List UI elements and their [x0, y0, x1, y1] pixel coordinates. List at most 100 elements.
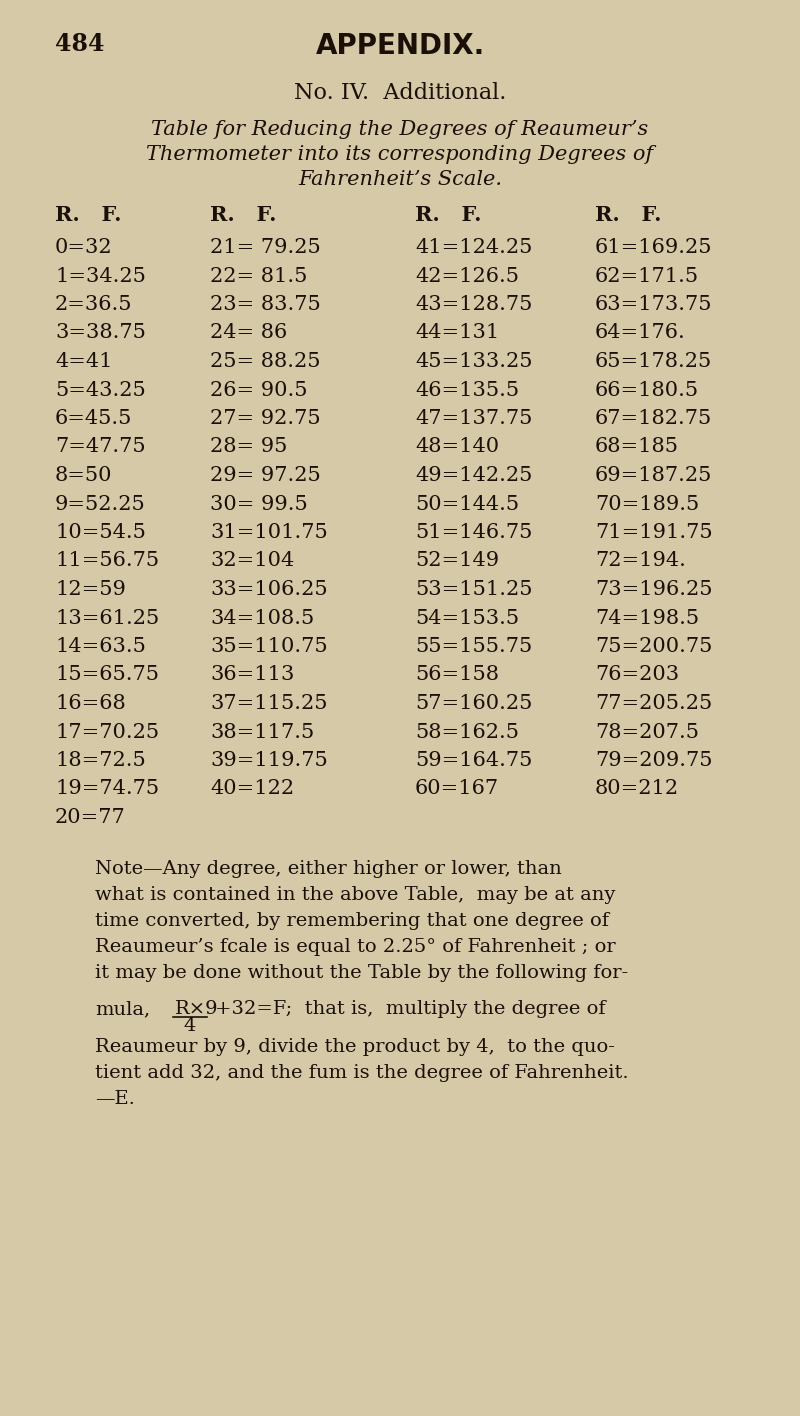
Text: 73=196.25: 73=196.25 [595, 581, 713, 599]
Text: 13=61.25: 13=61.25 [55, 609, 159, 627]
Text: 14=63.5: 14=63.5 [55, 637, 146, 656]
Text: 28= 95: 28= 95 [210, 438, 287, 456]
Text: 15=65.75: 15=65.75 [55, 666, 159, 684]
Text: 54=153.5: 54=153.5 [415, 609, 519, 627]
Text: 0=32: 0=32 [55, 238, 113, 256]
Text: 50=144.5: 50=144.5 [415, 494, 519, 514]
Text: 10=54.5: 10=54.5 [55, 523, 146, 542]
Text: R.   F.: R. F. [595, 205, 662, 225]
Text: Table for Reducing the Degrees of Reaumeur’s: Table for Reducing the Degrees of Reaume… [151, 120, 649, 139]
Text: No. IV.  Additional.: No. IV. Additional. [294, 82, 506, 103]
Text: 4=41: 4=41 [55, 353, 113, 371]
Text: 48=140: 48=140 [415, 438, 499, 456]
Text: 78=207.5: 78=207.5 [595, 722, 699, 742]
Text: 53=151.25: 53=151.25 [415, 581, 533, 599]
Text: 23= 83.75: 23= 83.75 [210, 295, 321, 314]
Text: R.   F.: R. F. [415, 205, 482, 225]
Text: 67=182.75: 67=182.75 [595, 409, 712, 428]
Text: 75=200.75: 75=200.75 [595, 637, 712, 656]
Text: 57=160.25: 57=160.25 [415, 694, 532, 714]
Text: 31=101.75: 31=101.75 [210, 523, 328, 542]
Text: R.   F.: R. F. [210, 205, 277, 225]
Text: 12=59: 12=59 [55, 581, 126, 599]
Text: +32=F;  that is,  multiply the degree of: +32=F; that is, multiply the degree of [215, 1000, 606, 1018]
Text: 20=77: 20=77 [55, 809, 126, 827]
Text: 35=110.75: 35=110.75 [210, 637, 328, 656]
Text: 9=52.25: 9=52.25 [55, 494, 146, 514]
Text: 58=162.5: 58=162.5 [415, 722, 519, 742]
Text: tient add 32, and the fum is the degree of Fahrenheit.: tient add 32, and the fum is the degree … [95, 1063, 629, 1082]
Text: 30= 99.5: 30= 99.5 [210, 494, 308, 514]
Text: it may be done without the Table by the following for-: it may be done without the Table by the … [95, 964, 628, 983]
Text: 43=128.75: 43=128.75 [415, 295, 532, 314]
Text: 55=155.75: 55=155.75 [415, 637, 532, 656]
Text: 64=176.: 64=176. [595, 323, 686, 343]
Text: Fahrenheit’s Scale.: Fahrenheit’s Scale. [298, 170, 502, 188]
Text: 16=68: 16=68 [55, 694, 126, 714]
Text: 8=50: 8=50 [55, 466, 113, 486]
Text: mula,: mula, [95, 1000, 150, 1018]
Text: 42=126.5: 42=126.5 [415, 266, 519, 286]
Text: 74=198.5: 74=198.5 [595, 609, 699, 627]
Text: 25= 88.25: 25= 88.25 [210, 353, 321, 371]
Text: 37=115.25: 37=115.25 [210, 694, 327, 714]
Text: 36=113: 36=113 [210, 666, 294, 684]
Text: 33=106.25: 33=106.25 [210, 581, 328, 599]
Text: 79=209.75: 79=209.75 [595, 750, 713, 770]
Text: 68=185: 68=185 [595, 438, 679, 456]
Text: 41=124.25: 41=124.25 [415, 238, 532, 256]
Text: 63=173.75: 63=173.75 [595, 295, 713, 314]
Text: 11=56.75: 11=56.75 [55, 551, 159, 571]
Text: 2=36.5: 2=36.5 [55, 295, 133, 314]
Text: 72=194.: 72=194. [595, 551, 686, 571]
Text: Reaumeur by 9, divide the product by 4,  to the quo-: Reaumeur by 9, divide the product by 4, … [95, 1038, 615, 1056]
Text: 49=142.25: 49=142.25 [415, 466, 532, 486]
Text: 484: 484 [55, 33, 105, 57]
Text: 18=72.5: 18=72.5 [55, 750, 146, 770]
Text: 62=171.5: 62=171.5 [595, 266, 699, 286]
Text: —E.: —E. [95, 1090, 135, 1107]
Text: 32=104: 32=104 [210, 551, 294, 571]
Text: 19=74.75: 19=74.75 [55, 779, 159, 799]
Text: 66=180.5: 66=180.5 [595, 381, 699, 399]
Text: 24= 86: 24= 86 [210, 323, 287, 343]
Text: 29= 97.25: 29= 97.25 [210, 466, 321, 486]
Text: time converted, by remembering that one degree of: time converted, by remembering that one … [95, 912, 609, 930]
Text: APPENDIX.: APPENDIX. [315, 33, 485, 59]
Text: 69=187.25: 69=187.25 [595, 466, 712, 486]
Text: R.   F.: R. F. [55, 205, 122, 225]
Text: 4: 4 [183, 1017, 195, 1035]
Text: 76=203: 76=203 [595, 666, 679, 684]
Text: 38=117.5: 38=117.5 [210, 722, 314, 742]
Text: 52=149: 52=149 [415, 551, 499, 571]
Text: 61=169.25: 61=169.25 [595, 238, 713, 256]
Text: 26= 90.5: 26= 90.5 [210, 381, 307, 399]
Text: 17=70.25: 17=70.25 [55, 722, 159, 742]
Text: 5=43.25: 5=43.25 [55, 381, 146, 399]
Text: 77=205.25: 77=205.25 [595, 694, 712, 714]
Text: 71=191.75: 71=191.75 [595, 523, 713, 542]
Text: 39=119.75: 39=119.75 [210, 750, 328, 770]
Text: 47=137.75: 47=137.75 [415, 409, 532, 428]
Text: 1=34.25: 1=34.25 [55, 266, 146, 286]
Text: 27= 92.75: 27= 92.75 [210, 409, 321, 428]
Text: 46=135.5: 46=135.5 [415, 381, 519, 399]
Text: 70=189.5: 70=189.5 [595, 494, 699, 514]
Text: R×9: R×9 [175, 1000, 218, 1018]
Text: 60=167: 60=167 [415, 779, 499, 799]
Text: Thermometer into its corresponding Degrees of: Thermometer into its corresponding Degre… [146, 144, 654, 164]
Text: 34=108.5: 34=108.5 [210, 609, 314, 627]
Text: Note—Any degree, either higher or lower, than: Note—Any degree, either higher or lower,… [95, 860, 562, 878]
Text: 40=122: 40=122 [210, 779, 294, 799]
Text: 80=212: 80=212 [595, 779, 679, 799]
Text: 21= 79.25: 21= 79.25 [210, 238, 321, 256]
Text: 7=47.75: 7=47.75 [55, 438, 146, 456]
Text: 45=133.25: 45=133.25 [415, 353, 533, 371]
Text: 59=164.75: 59=164.75 [415, 750, 532, 770]
Text: 51=146.75: 51=146.75 [415, 523, 532, 542]
Text: 65=178.25: 65=178.25 [595, 353, 712, 371]
Text: 3=38.75: 3=38.75 [55, 323, 146, 343]
Text: what is contained in the above Table,  may be at any: what is contained in the above Table, ma… [95, 886, 615, 903]
Text: Reaumeur’s fcale is equal to 2.25° of Fahrenheit ; or: Reaumeur’s fcale is equal to 2.25° of Fa… [95, 937, 616, 956]
Text: 44=131: 44=131 [415, 323, 499, 343]
